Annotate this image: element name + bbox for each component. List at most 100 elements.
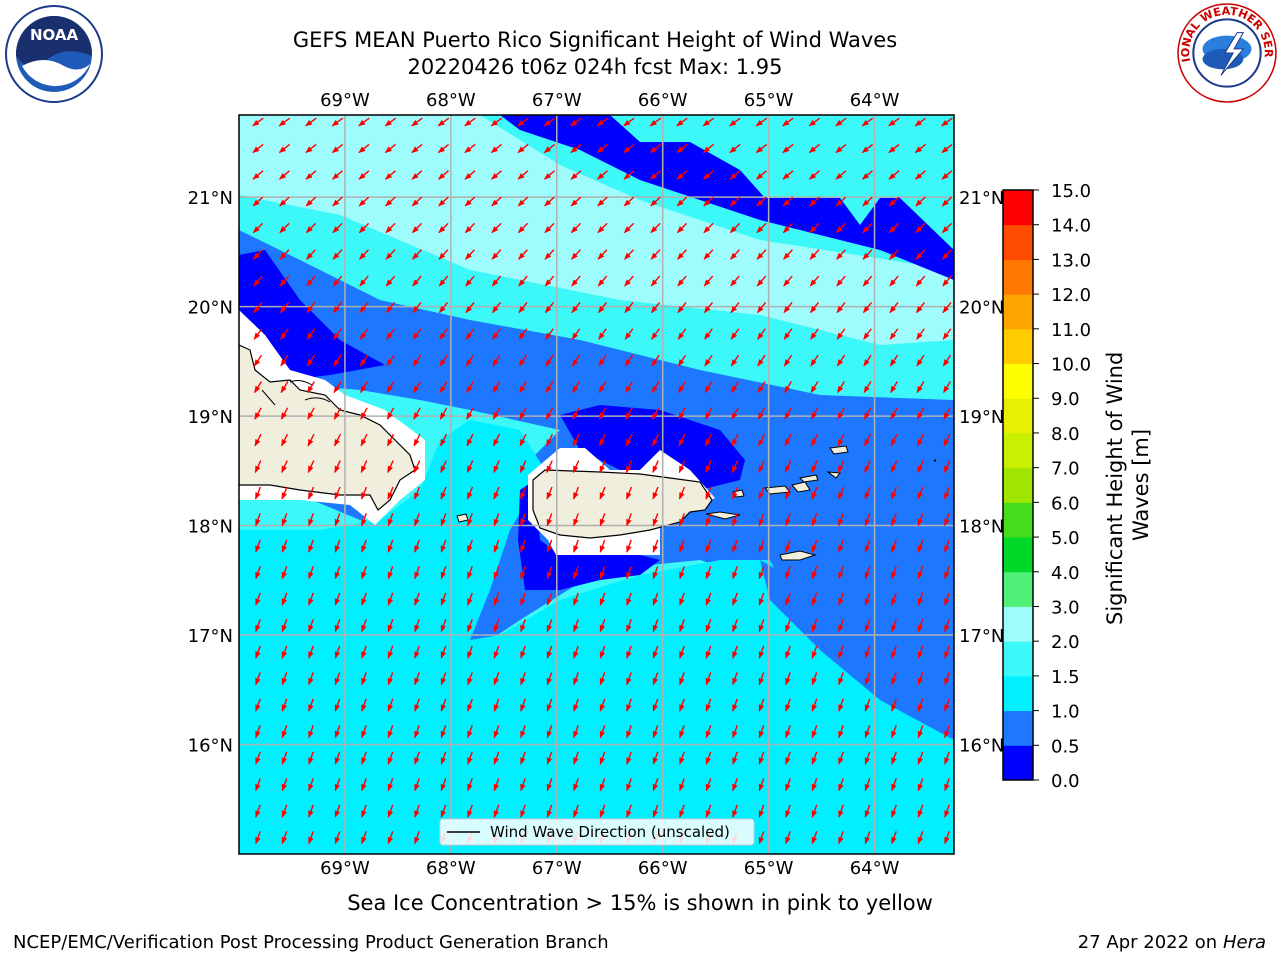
wave-arrow	[387, 672, 394, 686]
wave-arrow	[255, 804, 261, 818]
wave-arrow	[864, 778, 871, 792]
wave-arrow	[306, 301, 316, 314]
wave-arrow	[758, 592, 765, 606]
lat-tick-label-left: 17°N	[188, 626, 233, 647]
wave-arrow	[517, 143, 529, 154]
wave-arrow	[861, 117, 874, 127]
wave-arrow	[597, 275, 608, 287]
wave-arrow	[679, 672, 685, 686]
wave-arrow	[439, 381, 448, 394]
wave-arrow	[414, 645, 420, 659]
wave-arrow	[862, 301, 873, 314]
wave-arrow	[517, 222, 529, 234]
wave-arrow	[440, 804, 447, 818]
wave-arrow	[810, 381, 819, 394]
colorbar-tick-label: 0.0	[1051, 771, 1080, 792]
wave-arrow	[387, 539, 394, 553]
wave-arrow	[440, 698, 447, 712]
wave-field-calm-pr-south	[518, 480, 660, 590]
wave-arrow	[836, 249, 846, 260]
wave-arrow	[493, 513, 500, 527]
wave-arrow	[785, 645, 791, 659]
wave-arrow	[308, 698, 314, 712]
wave-arrow	[811, 831, 818, 845]
wave-arrow	[811, 539, 818, 553]
wave-arrow	[334, 698, 341, 712]
wave-arrow	[493, 592, 500, 606]
wave-arrow	[281, 672, 288, 686]
wave-arrow	[491, 249, 502, 260]
wave-arrow	[679, 566, 685, 580]
wave-arrow	[863, 328, 872, 340]
wave-arrow	[490, 117, 503, 127]
colorbar-tick-label: 5.0	[1051, 528, 1080, 549]
wave-arrow	[942, 354, 952, 367]
wave-arrow	[756, 170, 767, 180]
wave-arrow	[414, 751, 420, 765]
wave-arrow	[385, 275, 396, 287]
wave-arrow	[652, 778, 659, 792]
wave-arrow	[810, 354, 819, 367]
wave-arrow	[491, 275, 502, 287]
wave-arrow	[438, 196, 449, 207]
colorbar-tick-label: 10.0	[1051, 355, 1091, 376]
wave-arrow	[705, 460, 712, 474]
wave-arrow	[837, 407, 845, 420]
wave-arrow	[624, 328, 634, 340]
colorbar-swatch	[1003, 502, 1033, 538]
wave-arrow	[572, 407, 580, 420]
wave-arrow	[520, 566, 526, 580]
wave-arrow	[358, 143, 370, 154]
wave-arrow	[652, 672, 659, 686]
colorbar-swatch	[1003, 571, 1033, 607]
wave-arrow	[625, 407, 633, 420]
lon-tick-label-top: 68°W	[426, 90, 476, 111]
wave-arrow	[387, 698, 394, 712]
wave-arrow	[279, 249, 290, 260]
wave-arrow	[782, 222, 794, 234]
wave-arrow	[334, 486, 341, 500]
wave-arrow	[305, 196, 317, 207]
wave-arrow	[599, 672, 606, 686]
wave-arrow	[785, 566, 791, 580]
wave-arrow	[811, 698, 818, 712]
wave-arrow	[385, 170, 396, 180]
wave-arrow	[598, 407, 607, 420]
wave-arrow	[307, 433, 315, 447]
wave-arrow	[413, 486, 421, 500]
wave-arrow	[838, 672, 844, 686]
wave-arrow	[519, 433, 527, 447]
wave-arrow	[544, 301, 555, 314]
wave-arrow	[626, 778, 632, 792]
wave-arrow	[729, 170, 741, 180]
lat-tick-label-right: 17°N	[959, 626, 1004, 647]
wave-arrow	[705, 592, 712, 606]
wave-arrow	[809, 222, 820, 234]
wave-arrow	[414, 698, 420, 712]
wave-arrow	[305, 170, 317, 180]
wave-arrow	[411, 196, 423, 207]
wave-arrow	[414, 831, 420, 845]
wave-arrow	[838, 778, 844, 792]
colorbar-swatch	[1003, 467, 1033, 503]
wave-arrow	[838, 566, 844, 580]
wave-arrow	[545, 328, 554, 340]
wave-arrow	[308, 592, 314, 606]
wave-arrow	[439, 354, 448, 367]
wave-arrow	[784, 460, 792, 474]
wave-arrow	[917, 804, 924, 818]
wave-arrow	[255, 592, 261, 606]
wave-arrow	[597, 222, 608, 234]
wave-arrow	[679, 725, 685, 739]
wave-arrow	[281, 566, 288, 580]
wave-arrow	[785, 698, 791, 712]
wave-arrow	[438, 301, 449, 314]
wave-arrow	[358, 117, 370, 127]
wave-arrow	[732, 725, 738, 739]
wave-arrow	[255, 698, 261, 712]
wave-arrow	[944, 725, 950, 739]
wave-arrow	[280, 354, 289, 367]
wave-arrow	[808, 117, 821, 127]
wave-arrow	[281, 645, 288, 659]
wave-arrow	[519, 381, 527, 394]
